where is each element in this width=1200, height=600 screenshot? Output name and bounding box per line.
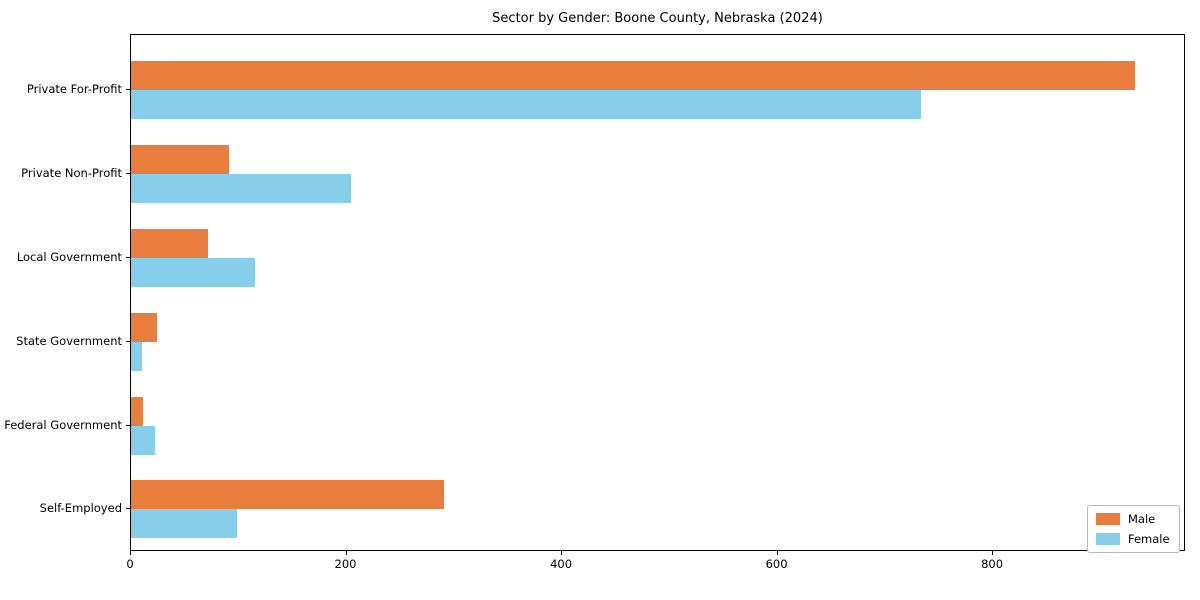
y-tick-mark <box>126 257 130 258</box>
y-tick-mark <box>126 340 130 342</box>
bar-male-self-employed <box>131 480 444 510</box>
bar-male-private-non-profit <box>131 145 230 175</box>
y-tick-mark <box>126 89 130 91</box>
legend-swatch-female <box>1096 533 1120 545</box>
legend-label-male: Male <box>1128 512 1156 526</box>
x-tick-mark <box>561 551 563 555</box>
x-tick-mark <box>776 551 778 555</box>
x-tick-mark <box>130 551 131 555</box>
chart-title: Sector by Gender: Boone County, Nebraska… <box>492 11 823 26</box>
x-tick-mark <box>992 551 994 555</box>
y-tick-mark <box>126 173 130 175</box>
bar-male-state-government <box>131 312 157 342</box>
y-tick-mark <box>126 508 130 510</box>
bar-female-private-for-profit <box>131 90 921 120</box>
y-tick-label: Private Non-Profit <box>21 166 122 181</box>
y-tick-label: Federal Government <box>4 417 122 432</box>
y-tick-mark <box>126 424 130 426</box>
bar-female-private-non-profit <box>131 174 351 204</box>
x-tick-label: 600 <box>765 557 788 571</box>
plot-area <box>130 34 1185 551</box>
bar-male-local-government <box>131 229 208 258</box>
x-tick-label: 400 <box>550 557 573 571</box>
bar-female-local-government <box>131 258 255 287</box>
y-tick-label: Self-Employed <box>39 501 122 516</box>
x-tick-label: 0 <box>126 557 134 571</box>
bar-male-private-for-profit <box>131 61 1136 91</box>
legend: Male Female <box>1087 505 1180 553</box>
legend-label-female: Female <box>1128 532 1170 546</box>
y-tick-label: State Government <box>16 333 122 348</box>
x-tick-label: 200 <box>334 557 357 571</box>
legend-swatch-male <box>1096 513 1120 525</box>
x-tick-label: 800 <box>981 557 1004 571</box>
x-tick-mark <box>345 551 347 555</box>
y-tick-label: Local Government <box>16 250 122 264</box>
bar-female-state-government <box>131 341 142 371</box>
legend-entry-female: Female <box>1096 532 1171 546</box>
bar-female-federal-government <box>131 425 155 455</box>
bar-female-self-employed <box>131 509 237 539</box>
legend-entry-male: Male <box>1096 512 1171 526</box>
bar-male-federal-government <box>131 396 143 426</box>
y-tick-label: Private For-Profit <box>26 82 122 97</box>
